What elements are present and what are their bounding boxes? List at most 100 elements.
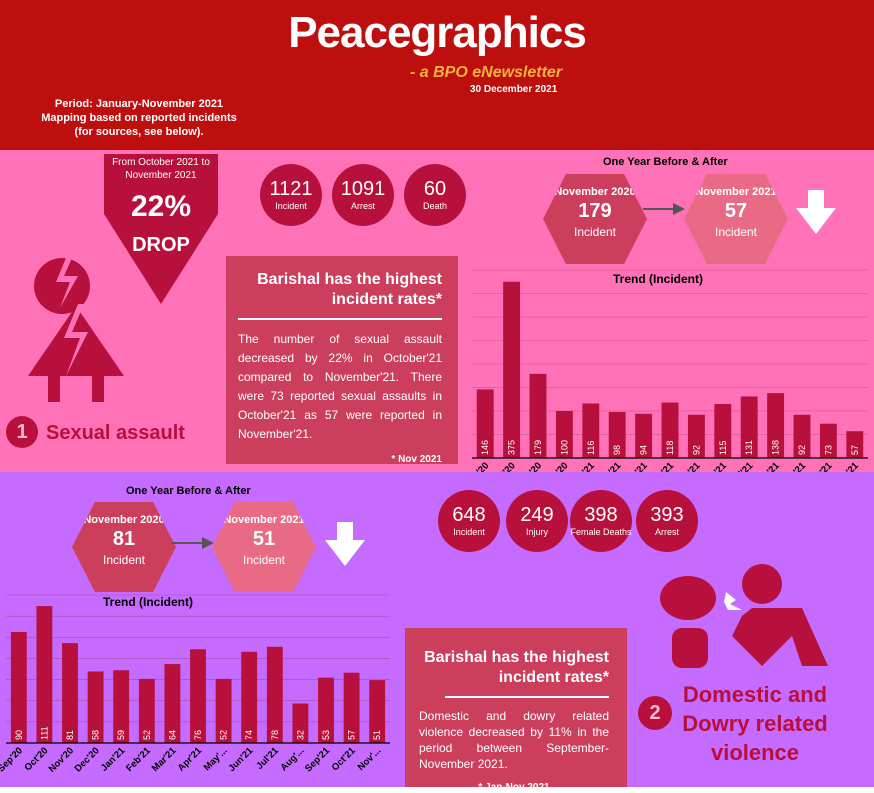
- compare-month: November 2020: [554, 186, 636, 198]
- compare-value: 51: [252, 528, 276, 550]
- compare-value: 57: [724, 200, 748, 222]
- bar: [215, 678, 232, 743]
- bar: [714, 403, 732, 458]
- compare-after: November 2021 57 Incident: [684, 174, 788, 264]
- data-label: 375: [507, 440, 517, 455]
- chart-title: Trend (Incident): [613, 272, 703, 286]
- panel-divider: [238, 318, 442, 320]
- bar: [635, 413, 653, 458]
- data-label: 90: [14, 730, 24, 740]
- newsletter-title: Peacegraphics: [288, 8, 587, 57]
- bar: [555, 411, 573, 458]
- tick-label: Sep'21: [303, 745, 333, 775]
- tick-label: Nov'21: [831, 460, 861, 472]
- highlight-panel: Barishal has the highest incident rates*…: [226, 256, 458, 465]
- panel-heading-line2: incident rates*: [498, 669, 609, 686]
- panel-footnote: * Jan-Nov 2021: [478, 782, 550, 793]
- bar: [767, 393, 785, 458]
- bar: [292, 703, 309, 743]
- data-label: 57: [850, 445, 860, 455]
- stat-arrest: 1091 Arrest: [332, 164, 394, 226]
- data-label: 81: [65, 730, 75, 740]
- tick-label: Oct'21: [806, 460, 835, 472]
- bar: [36, 606, 53, 743]
- compare-label: Incident: [102, 553, 146, 567]
- down-arrow-icon: [325, 522, 365, 566]
- stat-value: 249: [520, 504, 554, 526]
- panel-body: Domestic and dowry related violence decr…: [419, 709, 609, 771]
- data-label: 138: [771, 440, 781, 455]
- bar: [113, 670, 130, 743]
- bar: [740, 396, 758, 458]
- data-label: 58: [91, 730, 101, 740]
- compare-label: Incident: [573, 225, 617, 239]
- period-info: Period: January-November 2021 Mapping ba…: [34, 97, 244, 139]
- stat-label: Arrest: [350, 201, 375, 211]
- section-title-line3: violence: [710, 740, 800, 765]
- tick-label: Aug'...: [278, 745, 306, 773]
- bar: [190, 649, 206, 743]
- bar: [582, 403, 600, 458]
- bar: [661, 402, 679, 458]
- tick-label: Apr'21: [648, 460, 677, 472]
- tick-label: Jun'21: [227, 745, 256, 774]
- data-label: 52: [142, 730, 152, 740]
- section-title-line1: Domestic and: [682, 682, 828, 707]
- drop-triangle-icon: [104, 154, 218, 304]
- bar: [608, 411, 626, 458]
- tick-label: Feb'21: [124, 745, 153, 774]
- tick-label: Oct'20: [490, 460, 518, 472]
- stat-injury: 249 Injury: [506, 490, 568, 552]
- tick-label: Mar'21: [621, 460, 650, 472]
- tick-label: Sep'20: [0, 745, 25, 774]
- data-label: 115: [718, 441, 728, 455]
- data-label: 51: [372, 730, 382, 740]
- panel-heading-line2: incident rates*: [331, 291, 442, 308]
- drop-value: 22%: [130, 190, 192, 223]
- compare-month: November 2021: [223, 514, 305, 526]
- domestic-violence-icon: [660, 564, 828, 668]
- stat-value: 1091: [340, 178, 386, 200]
- panel-heading-line1: Barishal has the highest: [257, 271, 442, 288]
- tick-label: Sep'20: [462, 460, 491, 472]
- compare-value: 179: [578, 200, 612, 222]
- data-label: 92: [691, 445, 701, 455]
- period-text: Period: January-November 2021: [54, 98, 224, 110]
- stat-value: 60: [423, 178, 447, 200]
- down-arrow-icon: [796, 190, 836, 234]
- stat-arrest: 393 Arrest: [636, 490, 698, 552]
- mapping-text: Mapping based on reported incidents: [41, 112, 237, 124]
- drop-caption: From October 2021 to November 2021: [112, 157, 210, 181]
- data-label: 73: [823, 445, 833, 455]
- data-label: 64: [167, 730, 177, 740]
- tick-label: Dec'20: [541, 460, 570, 472]
- bar: [476, 389, 494, 458]
- tick-label: Aug'21: [752, 460, 782, 472]
- tick-label: Nov'20: [47, 745, 77, 775]
- bar: [687, 414, 705, 458]
- stat-value: 393: [650, 504, 684, 526]
- stat-incident: 648 Incident: [438, 490, 500, 552]
- stat-female-deaths: 398 Female Deaths: [570, 490, 632, 552]
- compare-heading: One Year Before & After: [126, 485, 251, 497]
- bar: [318, 677, 334, 743]
- incident-trend-chart: Trend (Incident) 90 Sep'20 111 Oct'20 81 Nov'2…: [0, 594, 390, 775]
- tick-label: Jul'21: [729, 460, 756, 472]
- female-figures-broken-icon: [28, 258, 124, 402]
- highlight-panel: Barishal has the highest incident rates*…: [405, 628, 627, 793]
- stat-value: 648: [452, 504, 486, 526]
- bar: [369, 680, 386, 743]
- data-label: 146: [480, 440, 490, 455]
- data-label: 131: [744, 440, 754, 455]
- tick-label: Apr'21: [176, 745, 205, 774]
- bar: [241, 651, 258, 743]
- stat-label: Death: [422, 201, 448, 211]
- bar: [10, 632, 27, 743]
- stat-label: Arrest: [654, 527, 679, 537]
- section-domestic-violence: One Year Before & After November 2020 81 I…: [0, 472, 874, 793]
- header: Peacegraphics - a BPO eNewsletter 30 Dec…: [0, 0, 874, 150]
- bar: [266, 646, 283, 743]
- bar: [87, 671, 104, 743]
- compare-before: November 2020 179 Incident: [543, 174, 647, 264]
- bar: [793, 414, 811, 458]
